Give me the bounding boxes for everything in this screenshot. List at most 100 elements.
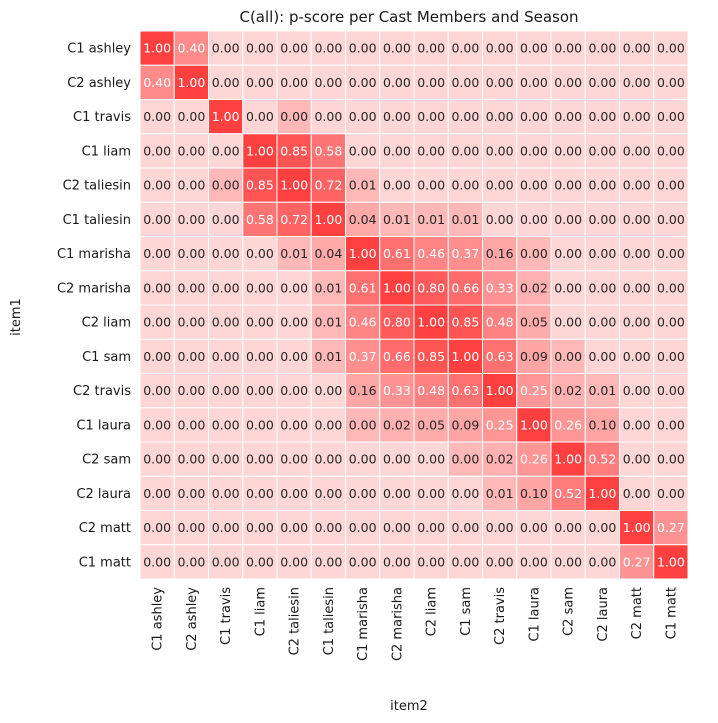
- heatmap-cell: [482, 64, 518, 100]
- heatmap-cell-label: 0.01: [314, 280, 342, 295]
- heatmap-cell: [139, 201, 175, 237]
- heatmap-cell: [516, 510, 552, 546]
- x-tick-label: C1 travis: [219, 587, 234, 645]
- heatmap-cell-label: 0.00: [623, 75, 651, 90]
- heatmap-cell-label: 0.01: [280, 246, 308, 261]
- x-tick-label: C2 sam: [562, 587, 577, 636]
- heatmap-cell-label: 0.00: [623, 315, 651, 330]
- heatmap-cell: [310, 407, 346, 443]
- heatmap-cell: [653, 201, 689, 237]
- heatmap-cell: [379, 475, 415, 511]
- heatmap-cell-label: 0.00: [349, 109, 377, 124]
- heatmap-cell: [482, 304, 518, 340]
- heatmap-cell-label: 0.00: [623, 246, 651, 261]
- heatmap-cell-label: 0.00: [280, 75, 308, 90]
- y-tick-label: C1 travis: [73, 110, 131, 125]
- heatmap-cell: [208, 270, 244, 306]
- heatmap-cell-label: 1.00: [486, 383, 514, 398]
- heatmap-cell-label: 0.40: [143, 75, 171, 90]
- heatmap-cell-label: 0.00: [417, 75, 445, 90]
- heatmap-cell-label: 0.00: [520, 520, 548, 535]
- heatmap-cell-label: 0.00: [280, 315, 308, 330]
- heatmap-cell-label: 0.10: [588, 417, 616, 432]
- heatmap-cell-label: 0.00: [143, 520, 171, 535]
- heatmap-cell: [584, 236, 620, 272]
- heatmap-cell-label: 0.00: [417, 109, 445, 124]
- heatmap-cell-label: 0.00: [212, 315, 240, 330]
- heatmap-cell: [447, 510, 483, 546]
- heatmap-cell: [653, 133, 689, 169]
- heatmap-cell: [310, 544, 346, 580]
- heatmap-cell-label: 0.01: [588, 383, 616, 398]
- heatmap-cell-label: 0.00: [623, 349, 651, 364]
- heatmap-cell-label: 0.00: [520, 246, 548, 261]
- heatmap-cell: [345, 64, 381, 100]
- heatmap-cell: [310, 373, 346, 409]
- heatmap-cell-label: 0.00: [554, 246, 582, 261]
- x-tick-label: C2 laura: [596, 587, 611, 642]
- heatmap-cell-label: 0.00: [177, 486, 205, 501]
- heatmap-cell: [310, 510, 346, 546]
- heatmap-cell-label: 0.00: [349, 486, 377, 501]
- heatmap-cell-label: 0.00: [657, 417, 685, 432]
- heatmap-cell-label: 0.00: [657, 212, 685, 227]
- heatmap-cell: [584, 304, 620, 340]
- heatmap-cell-label: 1.00: [588, 486, 616, 501]
- heatmap-cell-label: 0.00: [349, 143, 377, 158]
- heatmap-cell-label: 0.00: [451, 554, 479, 569]
- heatmap-cell: [208, 544, 244, 580]
- heatmap-cell-label: 0.00: [212, 143, 240, 158]
- heatmap-cell-label: 0.85: [417, 349, 445, 364]
- y-tick-label: C2 marisha: [57, 281, 131, 296]
- heatmap-cell: [619, 167, 655, 203]
- heatmap-cell-label: 0.00: [657, 486, 685, 501]
- heatmap-cell: [413, 236, 449, 272]
- heatmap-cell-label: 0.00: [177, 315, 205, 330]
- heatmap-cell: [653, 99, 689, 135]
- heatmap-cell: [619, 441, 655, 477]
- heatmap-cell-label: 0.00: [280, 41, 308, 56]
- heatmap-cell-label: 0.00: [212, 383, 240, 398]
- heatmap-cell-label: 0.00: [520, 554, 548, 569]
- heatmap-cell-label: 0.00: [212, 349, 240, 364]
- heatmap-cell-label: 0.00: [212, 554, 240, 569]
- heatmap-cell-label: 0.72: [314, 178, 342, 193]
- heatmap-cell-label: 0.00: [623, 212, 651, 227]
- heatmap-cell-label: 0.01: [486, 486, 514, 501]
- heatmap-cell-label: 0.10: [520, 486, 548, 501]
- x-tick-label: C2 travis: [493, 587, 508, 645]
- heatmap-cell: [413, 475, 449, 511]
- heatmap-cell-label: 0.00: [246, 246, 274, 261]
- heatmap-cell-label: 1.00: [246, 143, 274, 158]
- heatmap-cell: [173, 441, 209, 477]
- heatmap-cell: [447, 99, 483, 135]
- heatmap-cell-label: 0.00: [417, 178, 445, 193]
- heatmap-cell-label: 0.00: [554, 178, 582, 193]
- heatmap-cell-label: 0.00: [246, 554, 274, 569]
- heatmap-cell-label: 0.00: [554, 349, 582, 364]
- heatmap-cell: [584, 441, 620, 477]
- heatmap-cell: [379, 270, 415, 306]
- heatmap-cell-label: 0.48: [417, 383, 445, 398]
- x-tick-labels: C1 ashley C2 ashley C1 travis C1 liam C2 tal…: [151, 587, 680, 661]
- heatmap-cell-label: 1.00: [177, 75, 205, 90]
- heatmap-cell-label: 0.00: [588, 349, 616, 364]
- heatmap-cell: [208, 475, 244, 511]
- heatmap-cell-label: 0.00: [588, 246, 616, 261]
- heatmap-cell-label: 0.00: [314, 41, 342, 56]
- heatmap-cell-label: 0.00: [486, 178, 514, 193]
- heatmap-cell-label: 1.00: [383, 280, 411, 295]
- heatmap-cell-label: 0.00: [554, 143, 582, 158]
- y-tick-label: C1 marisha: [57, 247, 131, 262]
- heatmap-cell-label: 0.00: [657, 280, 685, 295]
- heatmap-cell: [173, 167, 209, 203]
- heatmap-cell: [208, 304, 244, 340]
- heatmap-cell: [173, 30, 209, 66]
- heatmap-cell: [276, 407, 312, 443]
- heatmap-cell-label: 0.05: [417, 417, 445, 432]
- heatmap-cell-label: 0.00: [246, 349, 274, 364]
- heatmap-cell: [379, 373, 415, 409]
- heatmap-cell-label: 0.09: [520, 349, 548, 364]
- heatmap-cell: [584, 99, 620, 135]
- heatmap-cell: [276, 201, 312, 237]
